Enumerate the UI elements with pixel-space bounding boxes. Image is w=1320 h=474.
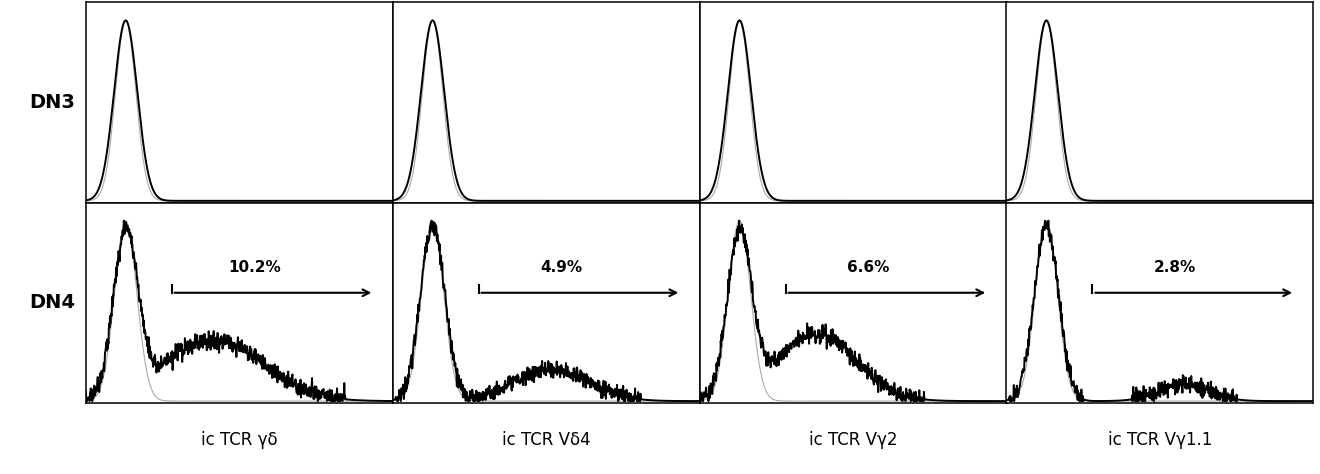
Text: 10.2%: 10.2% — [228, 260, 281, 275]
Text: ic TCR Vδ4: ic TCR Vδ4 — [502, 431, 590, 449]
Text: 4.9%: 4.9% — [540, 260, 582, 275]
Text: ic TCR Vγ1.1: ic TCR Vγ1.1 — [1107, 431, 1212, 449]
Text: DN3: DN3 — [29, 93, 75, 112]
Text: DN4: DN4 — [29, 293, 75, 312]
Text: 2.8%: 2.8% — [1154, 260, 1196, 275]
Text: ic TCR Vγ2: ic TCR Vγ2 — [809, 431, 898, 449]
Text: 6.6%: 6.6% — [847, 260, 890, 275]
Text: ic TCR γδ: ic TCR γδ — [201, 431, 277, 449]
